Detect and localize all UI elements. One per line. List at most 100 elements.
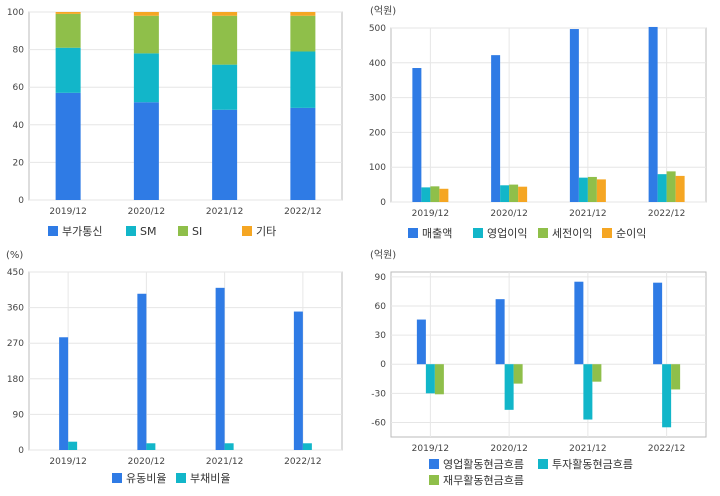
chart-panel-1: 0 20 40 60 80 100 2019/12 2020/12 2021/12 2022/12…	[7, 8, 343, 238]
y-tick-label: 360	[7, 304, 24, 314]
y-tick-label: 20	[13, 158, 25, 168]
x-tick-label: 2021/12	[206, 207, 243, 217]
legend-swatch	[538, 459, 548, 469]
bar-재무활동현금흐름-2020/12	[513, 364, 523, 384]
chart-panel-4: (억원) -60 -30 0 30 60 90 2019/12 2020/12 2021/12 20…	[370, 249, 707, 487]
legend-label: 세전이익	[552, 227, 592, 240]
legend-swatch	[473, 228, 483, 238]
bar-SM-2020/12	[133, 53, 159, 103]
bar-세전이익-2019/12	[430, 186, 440, 202]
bar-부채비율-2019/12	[68, 441, 78, 450]
bar-영업활동현금흐름-2020/12	[495, 299, 505, 365]
legend-swatch	[178, 226, 188, 236]
legend-item: 세전이익	[538, 227, 592, 240]
legend-swatch	[242, 226, 252, 236]
legend-label: 재무활동현금흐름	[443, 473, 524, 487]
x-tick-label: 2022/12	[648, 444, 685, 454]
legend-item: 재무활동현금흐름	[429, 473, 524, 487]
legend-item: 기타	[242, 225, 276, 238]
legend-item: 순이익	[602, 227, 646, 240]
unit-label: (억원)	[370, 5, 396, 17]
bar-영업이익-2019/12	[421, 187, 431, 202]
legend-swatch	[429, 475, 439, 485]
bar-SM-2021/12	[212, 64, 238, 110]
bar-순이익-2022/12	[675, 175, 685, 202]
bar-세전이익-2020/12	[509, 184, 519, 202]
legend-item: 영업활동현금흐름	[429, 457, 524, 471]
y-tick-label: -30	[371, 389, 386, 399]
y-tick-label: 100	[7, 8, 24, 18]
y-tick-label: 60	[375, 302, 387, 312]
legend-swatch	[112, 473, 122, 483]
legend-item: SM	[126, 225, 156, 238]
y-tick-label: 0	[380, 360, 386, 370]
y-tick-label: 80	[13, 46, 25, 56]
legend-item: 부채비율	[176, 472, 230, 485]
bar-부채비율-2022/12	[302, 443, 312, 450]
legend-label: SI	[192, 225, 202, 238]
bar-SM-2022/12	[290, 51, 316, 108]
legend-label: 기타	[256, 225, 276, 238]
y-tick-label: 270	[7, 339, 24, 349]
bar-영업이익-2022/12	[657, 174, 667, 202]
legend-swatch	[126, 226, 136, 236]
bar-투자활동현금흐름-2022/12	[662, 364, 672, 428]
bar-영업활동현금흐름-2022/12	[653, 282, 663, 365]
bar-영업이익-2021/12	[578, 177, 588, 202]
bar-영업활동현금흐름-2021/12	[574, 281, 584, 365]
bar-기타-2019/12	[55, 12, 81, 14]
bar-SI-2020/12	[133, 15, 159, 54]
bar-재무활동현금흐름-2019/12	[434, 364, 444, 395]
y-tick-label: 90	[375, 273, 387, 283]
bar-SM-2019/12	[55, 47, 81, 93]
legend-label: 부가통신	[62, 225, 102, 238]
x-tick-label: 2020/12	[128, 207, 165, 217]
bar-부가통신-2022/12	[290, 107, 316, 200]
y-tick-label: 200	[369, 128, 386, 138]
bar-부가통신-2021/12	[212, 109, 238, 200]
y-tick-label: 0	[18, 446, 24, 456]
bar-매출액-2020/12	[491, 55, 501, 203]
bar-세전이익-2021/12	[587, 176, 597, 202]
legend-item: SI	[178, 225, 202, 238]
plot-frame	[28, 271, 343, 451]
bar-투자활동현금흐름-2019/12	[425, 364, 435, 394]
bar-재무활동현금흐름-2022/12	[671, 364, 681, 390]
bar-기타-2020/12	[133, 12, 159, 16]
y-tick-label: 500	[369, 24, 386, 34]
x-tick-label: 2022/12	[648, 209, 685, 219]
legend-swatch	[176, 473, 186, 483]
bar-유동비율-2020/12	[137, 293, 147, 450]
bar-SI-2019/12	[55, 13, 81, 48]
legend-label: 매출액	[422, 227, 452, 240]
y-tick-label: 60	[13, 83, 25, 93]
x-tick-label: 2019/12	[49, 457, 86, 467]
bar-부채비율-2021/12	[224, 443, 234, 450]
legend-swatch	[48, 226, 58, 236]
plot-frame	[28, 11, 343, 201]
legend-item: 투자활동현금흐름	[538, 457, 633, 471]
bar-순이익-2020/12	[518, 186, 528, 202]
x-tick-label: 2019/12	[412, 444, 449, 454]
bar-유동비율-2021/12	[215, 287, 225, 450]
x-tick-label: 2021/12	[569, 444, 606, 454]
bar-기타-2021/12	[212, 12, 238, 16]
y-tick-label: 400	[369, 59, 386, 69]
bar-SI-2022/12	[290, 15, 316, 52]
legend-label: SM	[140, 225, 156, 238]
y-tick-label: 40	[13, 121, 25, 131]
x-tick-label: 2019/12	[412, 209, 449, 219]
y-tick-label: 0	[18, 196, 24, 206]
bar-SI-2021/12	[212, 15, 238, 65]
y-tick-label: 90	[13, 410, 25, 420]
legend-item: 매출액	[408, 227, 452, 240]
bar-순이익-2021/12	[596, 179, 606, 202]
legend-label: 순이익	[616, 227, 646, 240]
bar-유동비율-2019/12	[59, 337, 69, 450]
x-tick-label: 2019/12	[49, 207, 86, 217]
x-tick-label: 2021/12	[569, 209, 606, 219]
x-tick-label: 2021/12	[206, 457, 243, 467]
y-tick-label: -60	[371, 418, 386, 428]
legend-label: 영업활동현금흐름	[443, 457, 524, 471]
